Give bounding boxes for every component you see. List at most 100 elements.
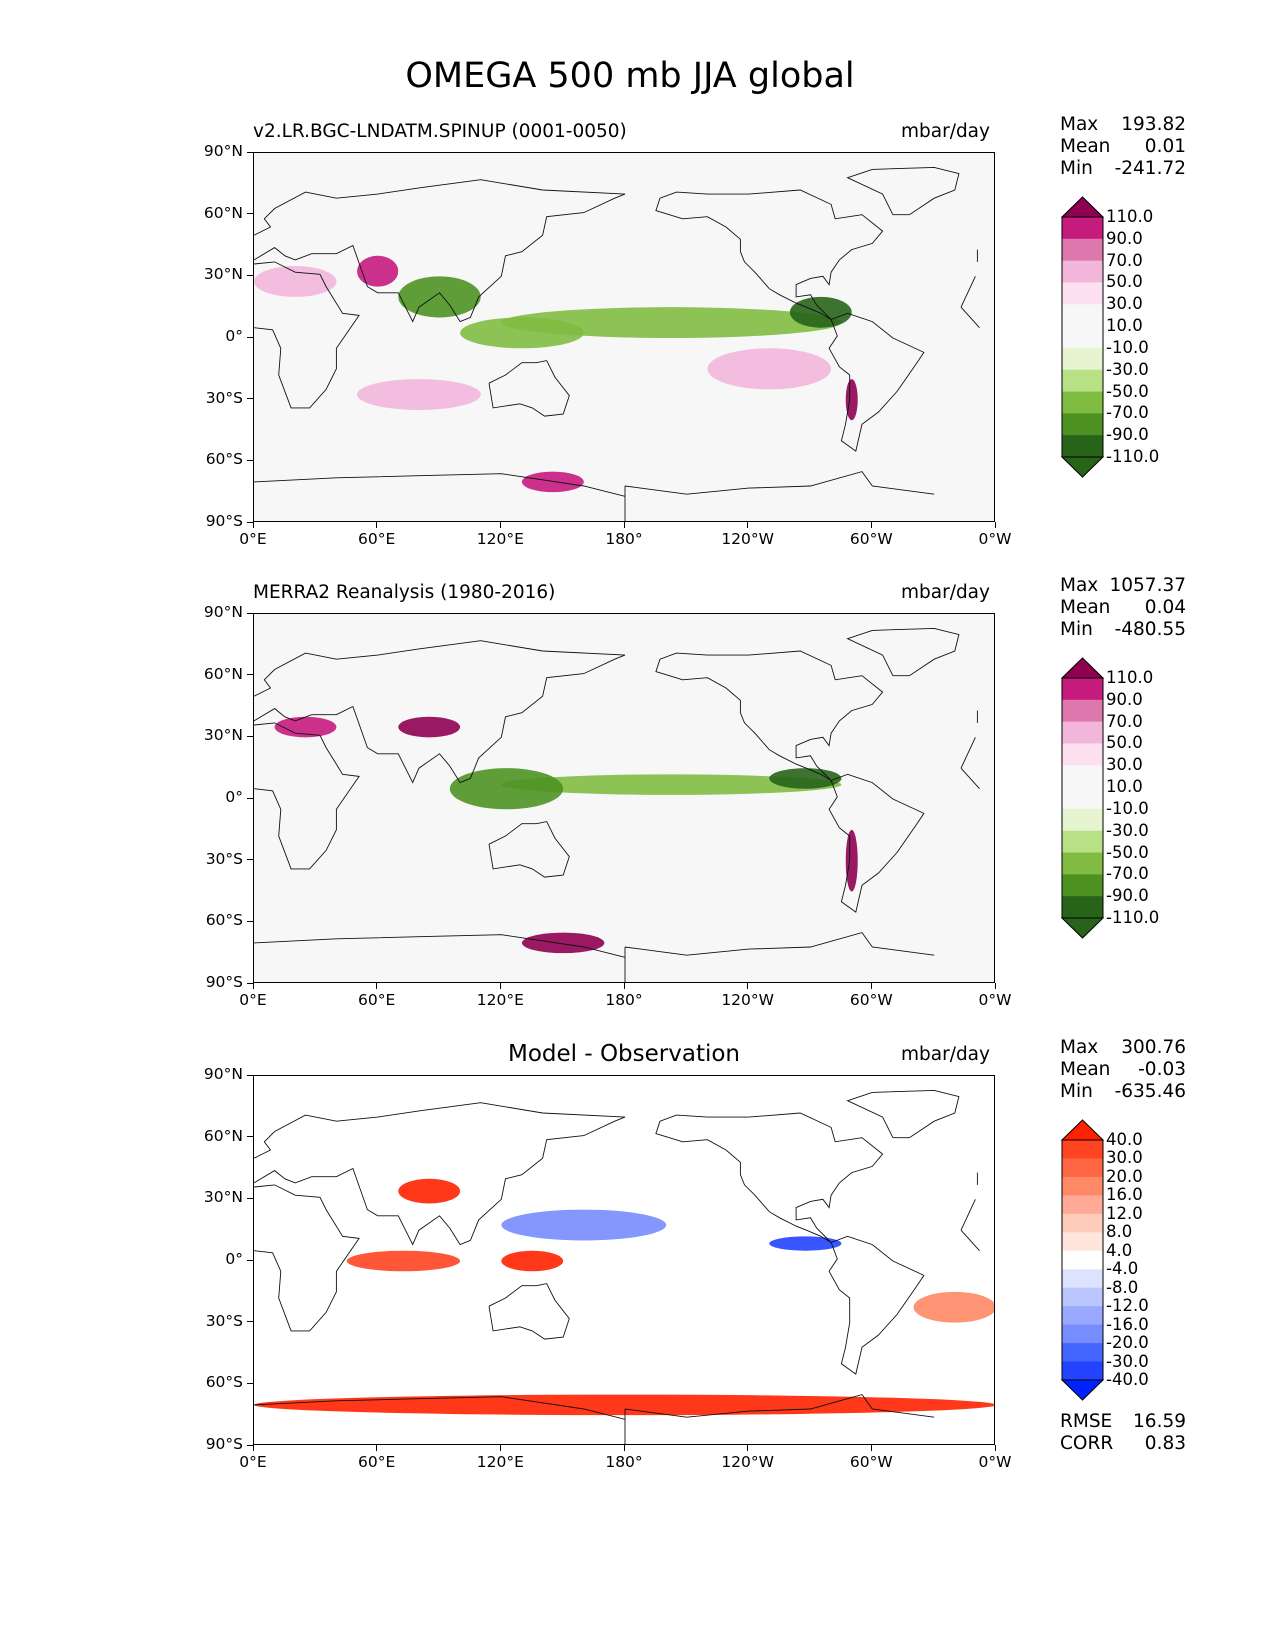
- colorbar-bin: [1062, 369, 1103, 393]
- stat-label: Min: [1060, 619, 1093, 640]
- colorbar-bin: [1062, 699, 1103, 723]
- stat-row: CORR 0.83: [1060, 1433, 1186, 1455]
- x-tick-label: 60°E: [358, 991, 396, 1009]
- field-region: [449, 768, 564, 810]
- colorbar-extend-min: [1060, 1379, 1105, 1401]
- panel-title: v2.LR.BGC-LNDATM.SPINUP (0001-0050): [253, 121, 627, 142]
- x-tick-mark: [376, 522, 378, 528]
- units-label: mbar/day: [901, 121, 990, 142]
- y-tick-label: 90°S: [205, 973, 243, 991]
- y-tick-mark: [247, 151, 253, 153]
- colorbar-tick-label: -12.0: [1106, 1296, 1149, 1316]
- stat-row: Min -241.72: [1060, 158, 1186, 180]
- stat-row: Max 1057.37: [1060, 575, 1186, 597]
- units-label: mbar/day: [901, 582, 990, 603]
- x-tick-label: 180°: [605, 991, 643, 1009]
- coastline: [254, 179, 978, 323]
- colorbar: [1060, 1119, 1105, 1401]
- x-tick-mark: [870, 983, 873, 989]
- y-tick-label: 90°N: [203, 142, 243, 160]
- colorbar-tick-label: 10.0: [1106, 316, 1143, 336]
- x-tick-mark: [499, 983, 502, 989]
- colorbar-bin: [1062, 1158, 1103, 1178]
- colorbar-bin: [1062, 765, 1103, 788]
- colorbar-tick-label: 16.0: [1106, 1185, 1143, 1205]
- stat-value: -241.72: [1114, 158, 1186, 179]
- colorbar-tick-label: -10.0: [1106, 798, 1149, 818]
- colorbar-frame: [1061, 216, 1104, 458]
- field-region: [707, 348, 832, 390]
- stat-value: 193.82: [1121, 114, 1186, 135]
- stat-label: Mean: [1060, 597, 1111, 618]
- field-region: [845, 379, 858, 421]
- colorbar-tick-label: 10.0: [1106, 777, 1143, 797]
- colorbar: [1060, 196, 1105, 478]
- field-region: [346, 1250, 461, 1272]
- coastline: [846, 166, 960, 216]
- y-tick-label: 30°N: [203, 265, 243, 284]
- stat-label: Mean: [1060, 136, 1111, 157]
- colorbar-tick-label: 40.0: [1106, 1130, 1143, 1149]
- colorbar-tick-label: 90.0: [1106, 689, 1143, 709]
- stats-block: Max 300.76 Mean -0.03 Min -635.46: [1060, 1037, 1186, 1103]
- y-tick-mark: [247, 459, 253, 462]
- stat-row: Min -635.46: [1060, 1081, 1186, 1103]
- coastline: [828, 312, 925, 452]
- field-region: [501, 1209, 667, 1241]
- x-tick-label: 120°E: [476, 991, 524, 1009]
- stat-label: Max: [1060, 1037, 1099, 1058]
- x-tick-mark: [870, 522, 873, 528]
- stat-label: Mean: [1060, 1059, 1111, 1080]
- figure-title: OMEGA 500 mb JJA global: [405, 56, 855, 96]
- colorbar-tick-label: 30.0: [1106, 1148, 1143, 1168]
- x-tick-mark: [623, 983, 625, 989]
- field-region: [521, 932, 605, 954]
- colorbar-tick-label: -90.0: [1106, 886, 1149, 906]
- map-svg: [254, 1076, 994, 1444]
- y-tick-label: 30°S: [205, 388, 243, 407]
- colorbar-bin: [1062, 852, 1103, 875]
- y-tick-mark: [247, 797, 253, 799]
- y-tick-mark: [247, 1444, 253, 1446]
- stat-label: Min: [1060, 1081, 1093, 1102]
- x-tick-label: 60°W: [849, 530, 893, 548]
- colorbar-bin: [1062, 678, 1103, 701]
- y-tick-label: 60°S: [205, 911, 243, 930]
- x-tick-mark: [499, 1445, 502, 1451]
- y-tick-mark: [247, 859, 253, 861]
- y-tick-mark: [247, 674, 253, 676]
- y-tick-mark: [247, 1259, 253, 1261]
- x-tick-mark: [252, 522, 254, 528]
- stat-label: Max: [1060, 114, 1099, 135]
- y-tick-mark: [247, 920, 253, 923]
- panel-title: MERRA2 Reanalysis (1980-2016): [253, 582, 556, 603]
- colorbar-bin: [1062, 808, 1103, 832]
- x-tick-mark: [870, 1445, 873, 1451]
- x-tick-mark: [376, 1445, 378, 1451]
- y-tick-mark: [247, 612, 253, 614]
- y-tick-mark: [247, 735, 253, 738]
- colorbar-bin: [1062, 743, 1103, 766]
- stat-row: Mean 0.04: [1060, 597, 1186, 619]
- stat-label: CORR: [1060, 1433, 1114, 1454]
- coastline: [655, 189, 884, 320]
- field-region: [398, 276, 481, 318]
- x-tick-mark: [994, 1445, 996, 1451]
- x-tick-mark: [499, 522, 502, 528]
- colorbar-frame: [1061, 1139, 1104, 1381]
- colorbar-bin: [1062, 238, 1103, 262]
- y-tick-label: 60°S: [205, 450, 243, 469]
- y-tick-label: 30°N: [203, 726, 243, 745]
- map-plot: [253, 152, 995, 522]
- colorbar-extend-max: [1060, 196, 1105, 218]
- stat-label: RMSE: [1060, 1411, 1113, 1432]
- y-tick-label: 30°N: [203, 1188, 243, 1207]
- x-tick-label: 0°E: [239, 530, 267, 548]
- stats-block: Max 193.82 Mean 0.01 Min -241.72: [1060, 114, 1186, 180]
- units-label: mbar/day: [901, 1044, 990, 1065]
- y-tick-mark: [247, 1136, 253, 1138]
- coastline: [828, 1235, 925, 1375]
- stat-row: RMSE 16.59: [1060, 1411, 1186, 1433]
- stat-value: 1057.37: [1109, 575, 1186, 596]
- field-region: [501, 307, 842, 338]
